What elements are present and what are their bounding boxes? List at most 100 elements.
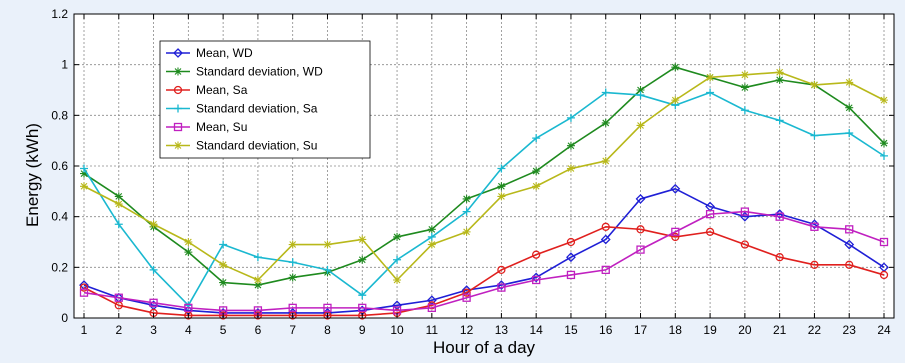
data-point [80,164,88,173]
series-6 [80,68,888,284]
series-line [83,66,885,286]
data-point [149,298,158,307]
data-point [845,225,854,234]
data-point [636,91,645,100]
data-point [149,265,158,274]
x-axis-label: Hour of a day [433,338,536,357]
data-point [184,248,193,257]
data-point [601,88,610,97]
data-point [323,265,332,274]
tick-labels: 1 2 3 4 5 6 7 8 9 10 11 12 13 14 15 16 17 18 19 20 21 22 23 240… [51,7,891,337]
data-point [566,164,575,173]
y-tick-label: 0.8 [51,108,68,122]
legend-item: Mean, Su [166,120,247,134]
legend: Mean, WD Standard deviation, WD Mean, Sa St… [159,40,371,159]
x-tick-label: 18 [669,323,683,337]
x-tick-label: 8 [324,323,331,337]
series-3 [79,222,889,320]
data-point [810,222,819,231]
data-point [636,245,645,254]
data-point [114,192,123,201]
data-point [323,240,332,249]
data-point [288,273,297,282]
data-point [635,194,646,204]
data-point [358,303,367,313]
data-point [462,227,471,236]
data-point [427,240,436,249]
x-tick-label: 9 [359,323,366,337]
data-point [184,238,193,246]
data-point [775,116,784,125]
legend-item: Mean, Sa [166,83,248,97]
y-tick-label: 0.2 [51,260,68,274]
legend-marker [173,48,183,58]
data-point [393,232,402,241]
data-point [497,265,506,275]
data-point [497,283,506,292]
x-tick-label: 5 [220,323,227,337]
data-point [566,141,575,150]
x-tick-label: 24 [877,323,891,337]
series-line [83,91,885,307]
data-point [462,194,471,203]
x-tick-label: 13 [495,323,509,337]
data-point [323,303,332,313]
data-point [566,270,576,280]
data-point [114,293,123,302]
data-point [775,68,784,77]
data-point [532,134,541,143]
series-line [83,188,885,314]
data-point [740,70,749,79]
x-tick-label: 16 [599,323,613,337]
data-point [79,283,89,292]
x-tick-label: 12 [460,323,474,337]
data-point [253,311,263,320]
legend-item: Standard deviation, WD [166,65,323,79]
data-point [80,182,88,191]
data-point [775,212,784,221]
data-point [462,288,471,297]
data-point [219,278,228,287]
data-point [427,232,436,241]
data-point [601,222,610,231]
x-tick-label: 23 [843,323,857,337]
data-point [427,303,436,313]
data-point [705,209,715,219]
data-point [740,240,750,249]
data-point [845,103,854,112]
data-point [497,182,506,191]
data-point [149,220,158,229]
data-point [253,253,262,262]
data-point [218,311,228,320]
legend-label: Mean, WD [196,46,253,60]
y-tick-label: 0.6 [51,159,68,173]
data-point [740,106,749,115]
data-point [844,239,855,250]
data-point [601,265,610,275]
data-point [845,260,854,269]
legend-box [159,40,371,159]
series-4 [80,88,888,310]
data-point [601,156,610,165]
series-line [83,210,885,312]
data-point [393,276,402,284]
data-point [566,237,576,247]
data-point [740,207,750,216]
legend-item: Standard deviation, Su [166,139,317,153]
x-tick-label: 17 [634,323,648,337]
data-point [879,237,889,247]
data-point [393,255,402,264]
y-tick-label: 0.4 [51,210,68,224]
x-tick-label: 1 [81,323,88,337]
x-tick-label: 21 [773,323,787,337]
data-point [532,182,541,191]
data-point [845,78,854,87]
data-point [671,96,680,105]
data-point [288,303,297,313]
legend-label: Standard deviation, WD [196,65,323,79]
data-point [705,227,715,237]
series-group [79,63,889,320]
x-tick-label: 11 [426,323,439,337]
data-point [358,291,367,300]
